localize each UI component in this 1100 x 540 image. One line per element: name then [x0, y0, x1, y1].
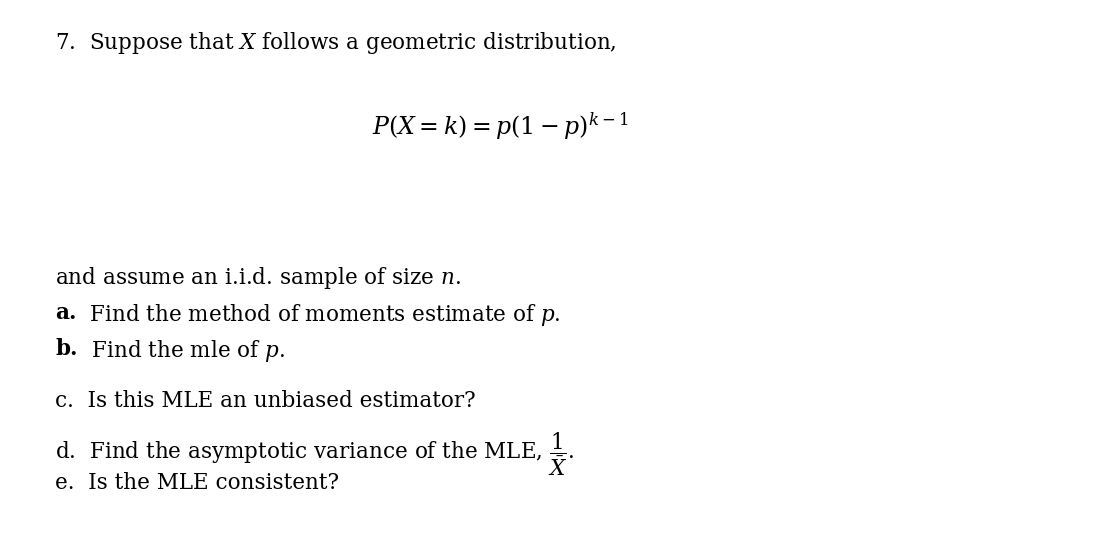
Text: a.: a.: [55, 302, 77, 324]
Text: d.  Find the asymptotic variance of the MLE, $\dfrac{1}{\bar{X}}$.: d. Find the asymptotic variance of the M…: [55, 430, 574, 477]
Text: and assume an i.i.d. sample of size $n$.: and assume an i.i.d. sample of size $n$.: [55, 265, 461, 291]
Text: Find the method of moments estimate of $p$.: Find the method of moments estimate of $…: [77, 302, 561, 328]
Text: $P(X = k) = p(1 - p)^{k-1}$: $P(X = k) = p(1 - p)^{k-1}$: [372, 110, 628, 141]
Text: c.  Is this MLE an unbiased estimator?: c. Is this MLE an unbiased estimator?: [55, 390, 475, 412]
Text: 7.  Suppose that $X$ follows a geometric distribution,: 7. Suppose that $X$ follows a geometric …: [55, 30, 616, 56]
Text: b.: b.: [55, 338, 77, 360]
Text: e.  Is the MLE consistent?: e. Is the MLE consistent?: [55, 472, 339, 494]
Text: Find the mle of $p$.: Find the mle of $p$.: [77, 338, 285, 364]
